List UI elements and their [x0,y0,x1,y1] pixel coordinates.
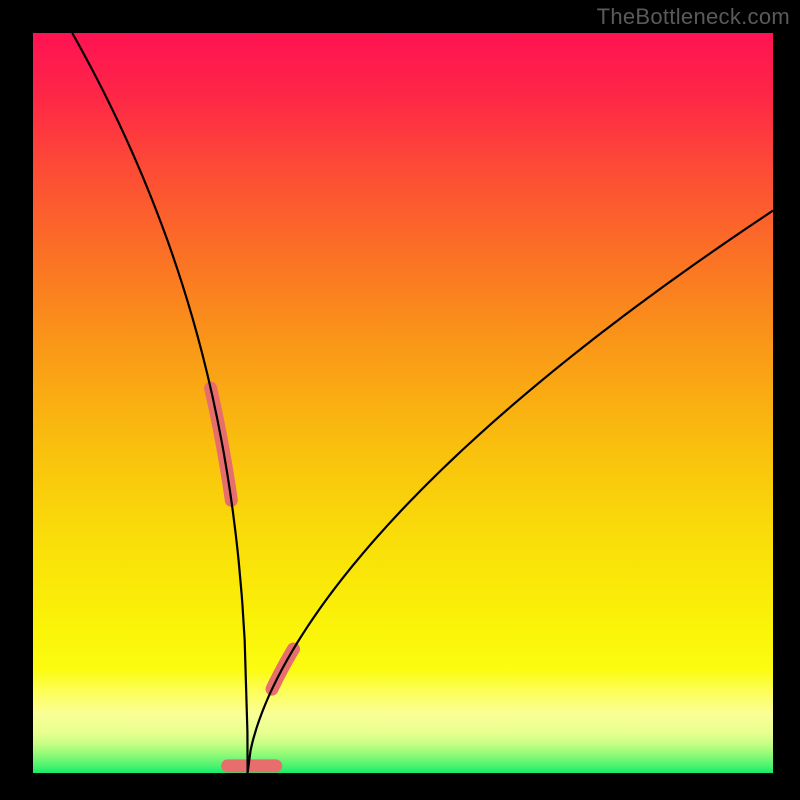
curve-layer [33,33,773,773]
watermark-text: TheBottleneck.com [597,4,790,30]
chart-container: TheBottleneck.com [0,0,800,800]
plot-area [33,33,773,773]
bottleneck-curve [72,33,773,773]
